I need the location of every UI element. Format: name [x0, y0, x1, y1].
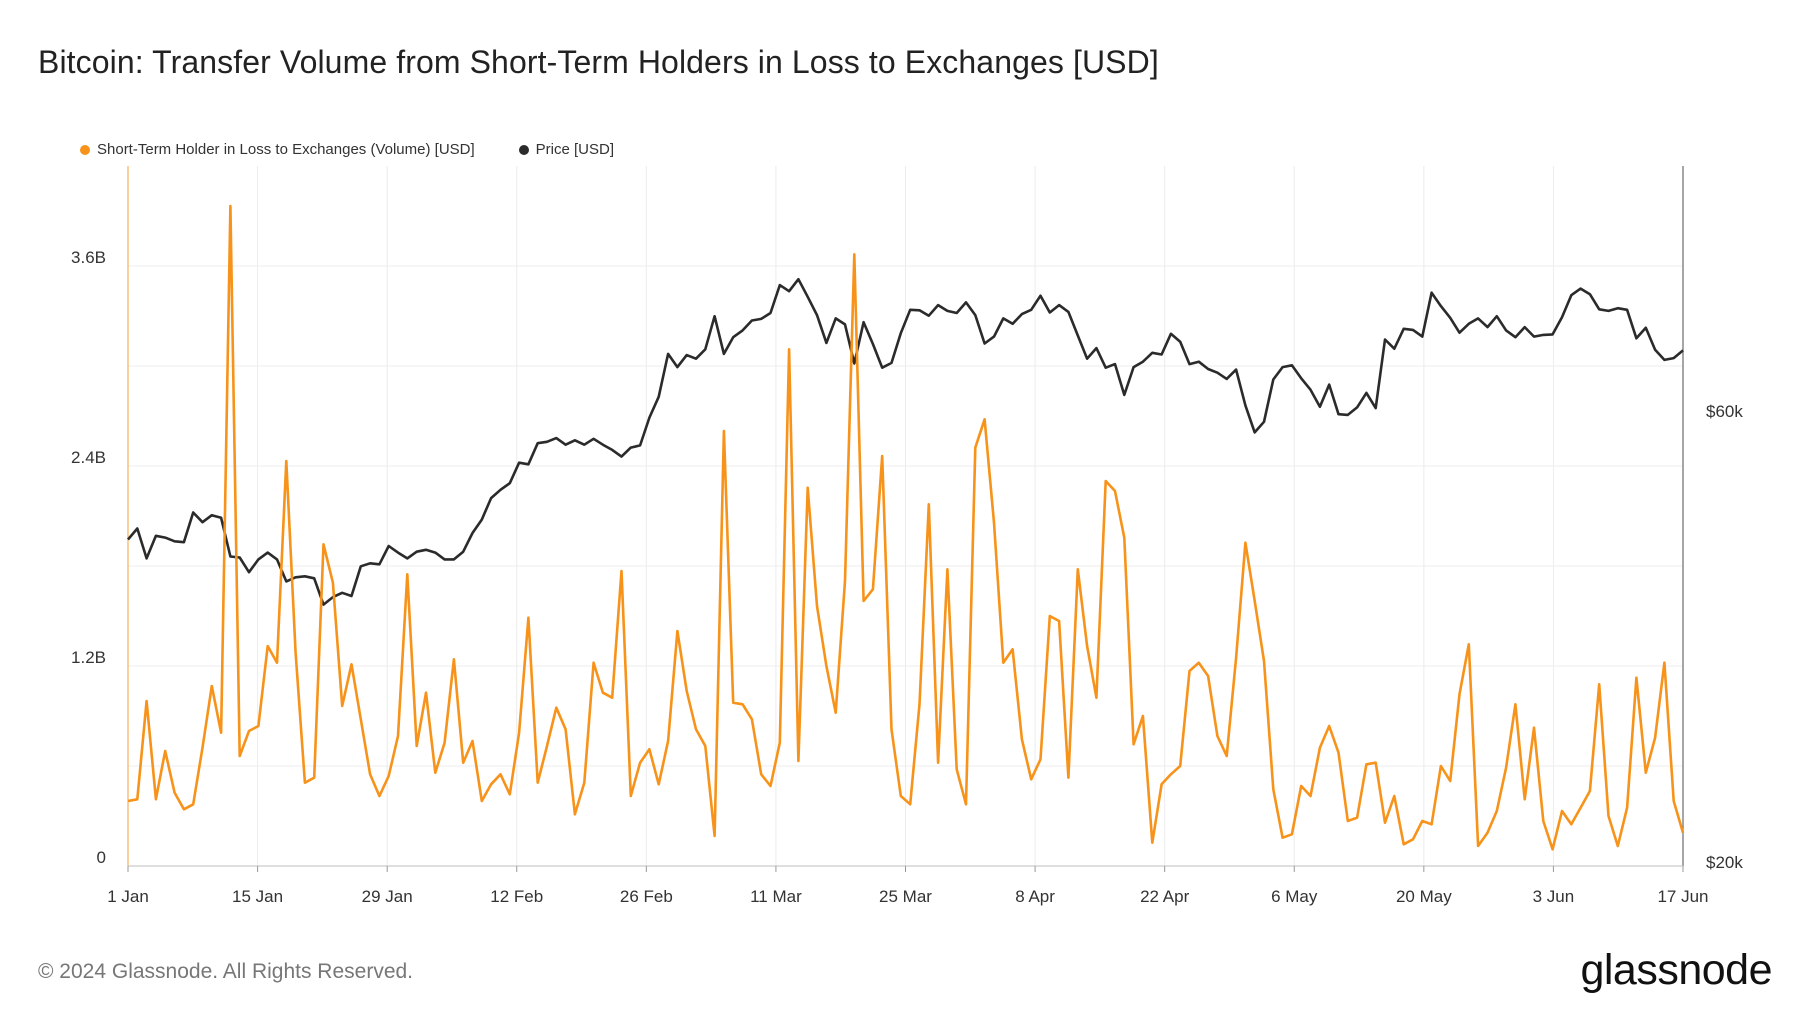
y-left-tick-label: 0 — [97, 848, 106, 867]
price-series-line[interactable] — [127, 277, 1684, 606]
x-tick-label: 1 Jan — [107, 887, 149, 906]
y-axis-right: $20k $60k — [1706, 402, 1743, 872]
x-tick-label: 20 May — [1396, 887, 1452, 906]
x-tick-label: 8 Apr — [1015, 887, 1055, 906]
y-left-tick-label: 3.6B — [71, 248, 106, 267]
y-left-tick-label: 2.4B — [71, 448, 106, 467]
x-tick-label: 17 Jun — [1657, 887, 1708, 906]
y-left-tick-label: 1.2B — [71, 648, 106, 667]
x-tick-label: 11 Mar — [750, 887, 802, 906]
x-axis: 1 Jan 15 Jan 29 Jan 12 Feb 26 Feb 11 Mar 25 Ma… — [107, 866, 1709, 906]
chart-title: Bitcoin: Transfer Volume from Short-Term… — [38, 44, 1159, 80]
legend-price-dot — [518, 144, 529, 155]
y-right-tick-label: $60k — [1706, 402, 1743, 421]
chart-legend: Short-Term Holder in Loss to Exchanges (… — [80, 141, 614, 158]
legend-item-volume[interactable]: Short-Term Holder in Loss to Exchanges (… — [80, 141, 475, 158]
legend-volume-dot — [80, 144, 90, 155]
legend-item-price[interactable]: Price [USD] — [518, 141, 615, 158]
volume-series-line[interactable] — [127, 204, 1685, 851]
x-tick-label: 12 Feb — [490, 887, 543, 906]
x-tick-label: 25 Mar — [879, 887, 932, 906]
y-right-tick-label: $20k — [1706, 853, 1743, 872]
chart-grid — [128, 166, 1683, 866]
x-tick-label: 29 Jan — [362, 887, 413, 906]
copyright-text: © 2024 Glassnode. All Rights Reserved. — [38, 960, 414, 983]
glassnode-logo[interactable]: glassnode — [1580, 946, 1772, 994]
y-axis-left: 0 1.2B 2.4B 3.6B — [71, 248, 106, 867]
x-tick-label: 3 Jun — [1533, 887, 1575, 906]
x-tick-label: 15 Jan — [232, 887, 283, 906]
x-tick-label: 26 Feb — [620, 887, 673, 906]
x-tick-label: 6 May — [1271, 887, 1318, 906]
legend-volume-label: Short-Term Holder in Loss to Exchanges (… — [97, 141, 475, 158]
legend-price-label: Price [USD] — [535, 141, 615, 158]
x-tick-label: 22 Apr — [1140, 887, 1189, 906]
